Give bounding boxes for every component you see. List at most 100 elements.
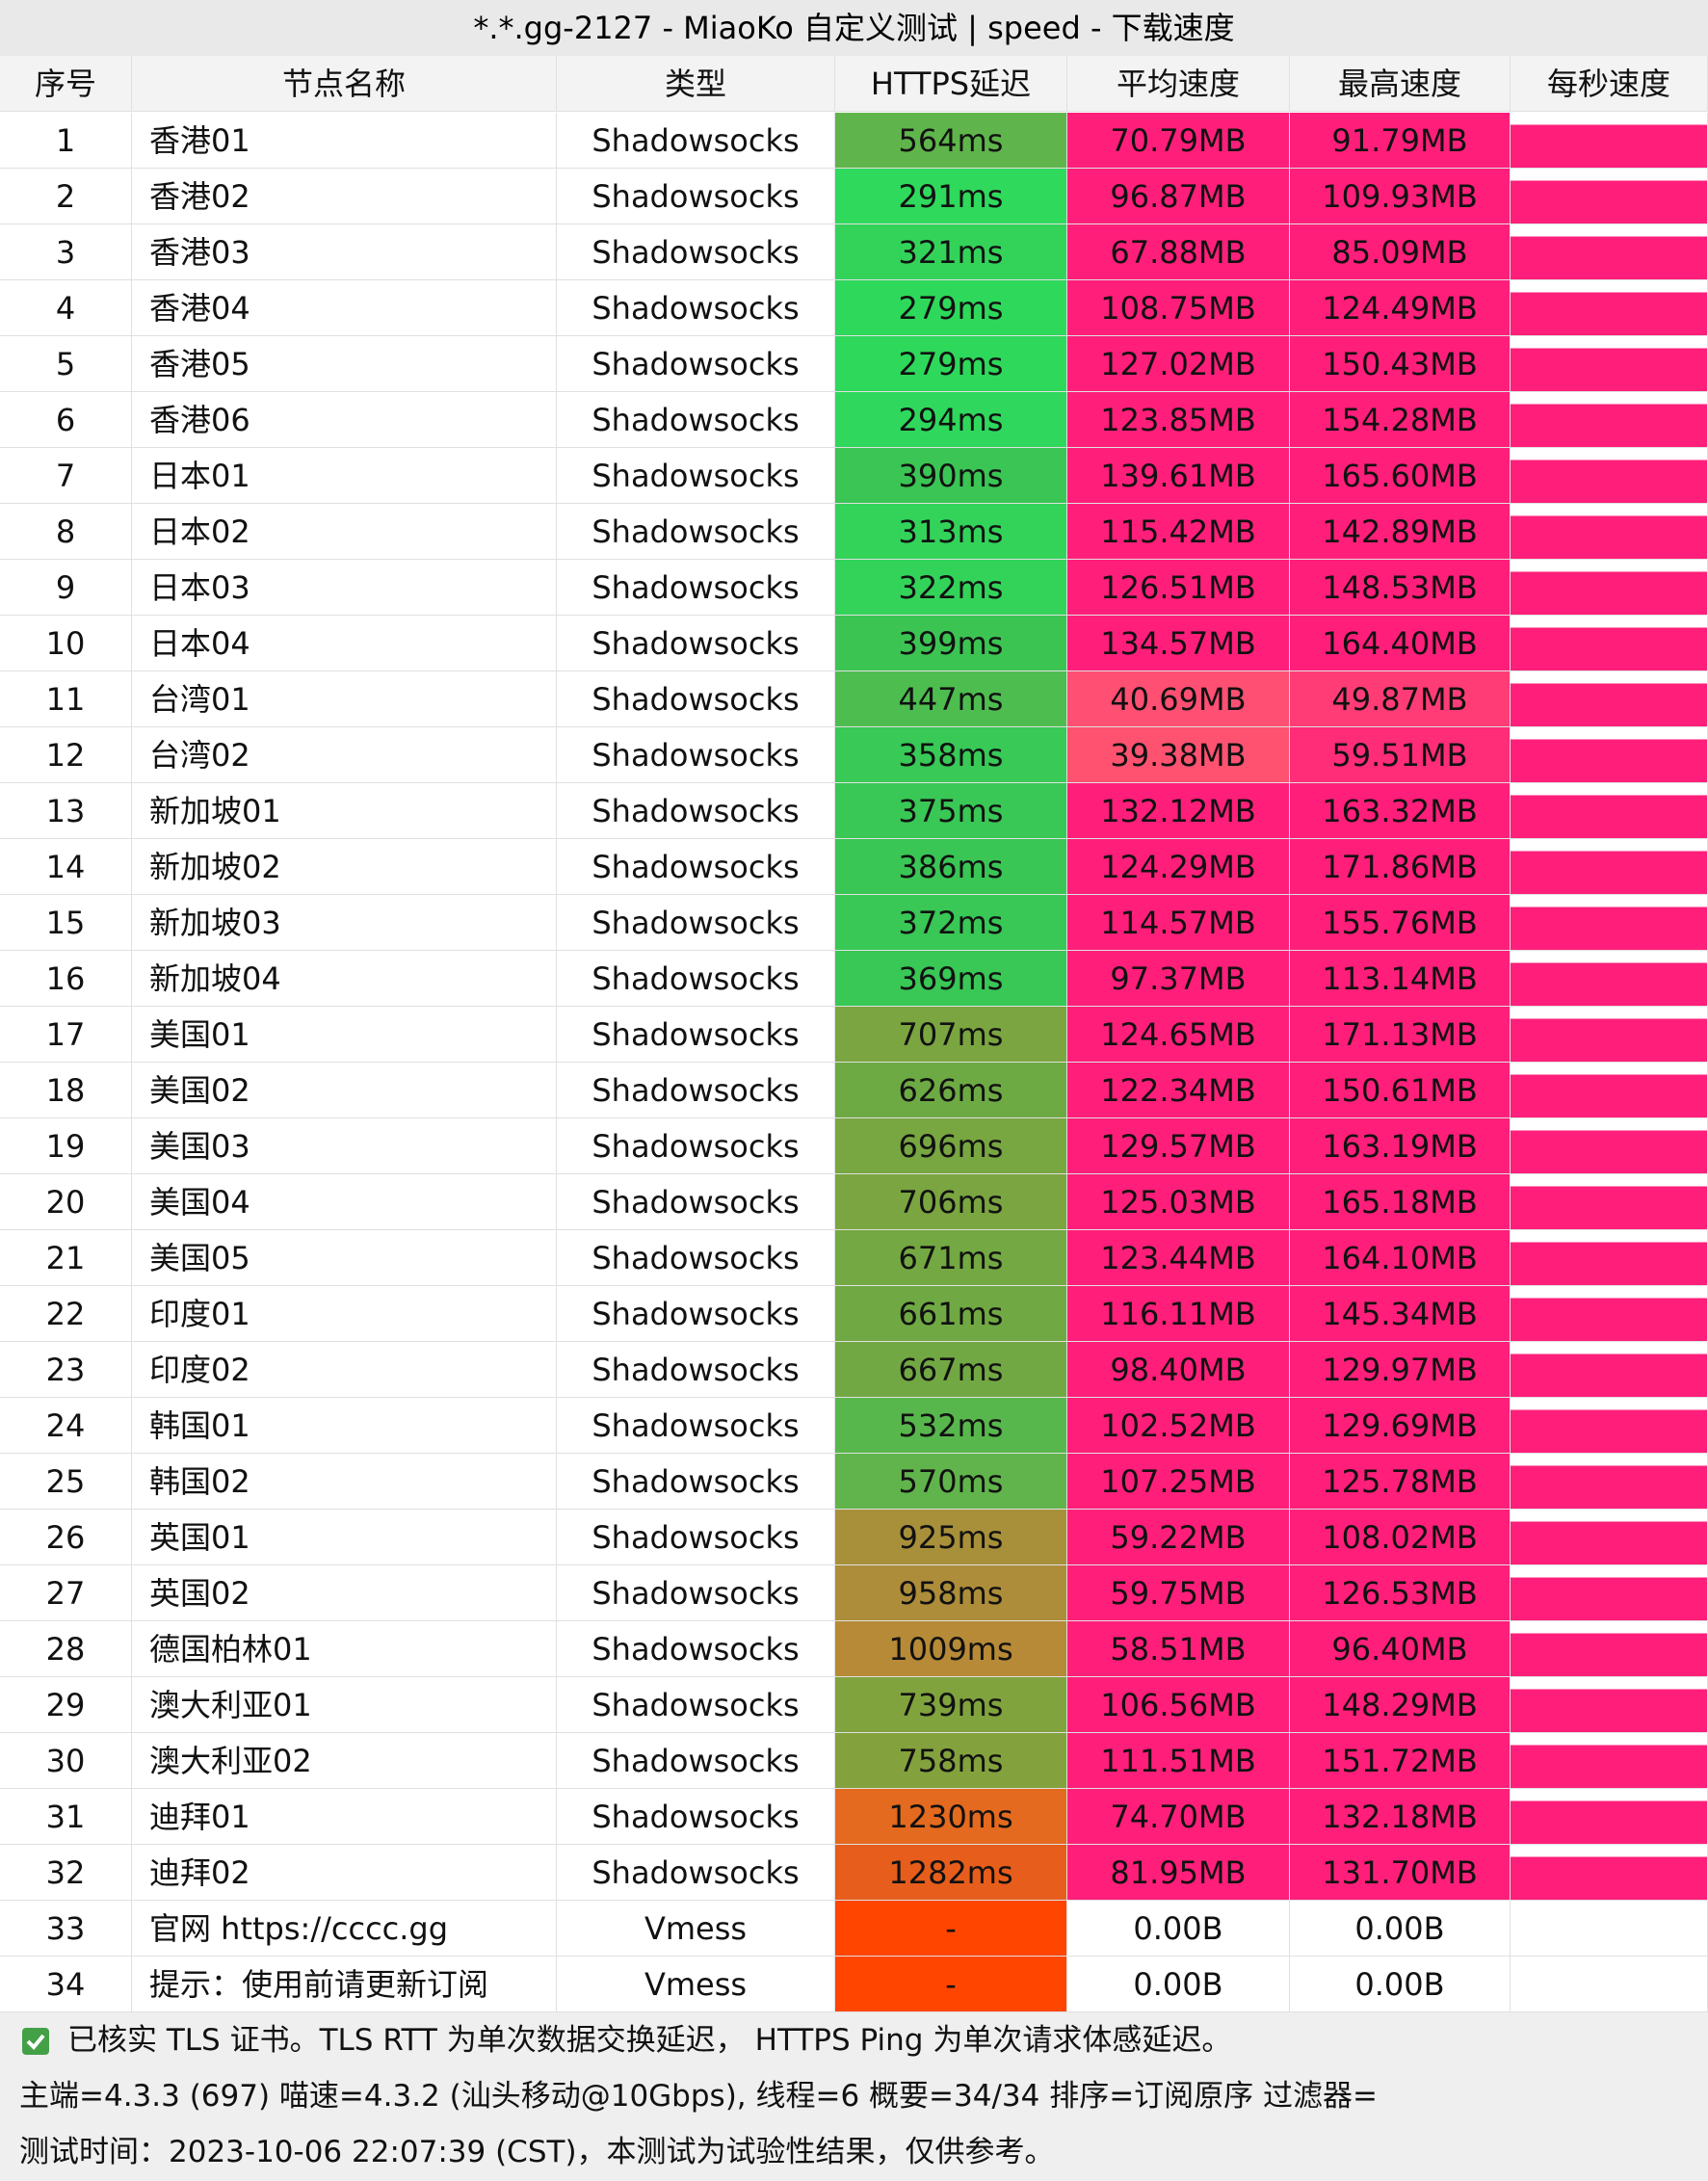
node-name: 印度02 <box>132 1342 557 1398</box>
index: 34 <box>0 1957 132 2012</box>
avg-speed: 102.52MB <box>1067 1398 1290 1454</box>
latency: 313ms <box>835 504 1067 560</box>
avg-speed: 58.51MB <box>1067 1621 1290 1677</box>
index: 8 <box>0 504 132 560</box>
node-name: 英国01 <box>132 1510 557 1565</box>
per-second <box>1511 783 1708 839</box>
type: Shadowsocks <box>557 1789 835 1845</box>
latency: 661ms <box>835 1286 1067 1342</box>
avg-speed: 127.02MB <box>1067 336 1290 392</box>
type: Shadowsocks <box>557 1621 835 1677</box>
avg-speed: 139.61MB <box>1067 448 1290 504</box>
index: 7 <box>0 448 132 504</box>
latency: 369ms <box>835 951 1067 1007</box>
max-speed: 0.00B <box>1290 1901 1511 1957</box>
type: Shadowsocks <box>557 951 835 1007</box>
node-name: 韩国02 <box>132 1454 557 1510</box>
per-second <box>1511 1565 1708 1621</box>
avg-speed: 124.65MB <box>1067 1007 1290 1063</box>
node-name: 日本01 <box>132 448 557 504</box>
avg-speed: 81.95MB <box>1067 1845 1290 1901</box>
avg-speed: 96.87MB <box>1067 169 1290 224</box>
per-second <box>1511 1398 1708 1454</box>
avg-speed: 116.11MB <box>1067 1286 1290 1342</box>
latency: 279ms <box>835 280 1067 336</box>
avg-speed: 0.00B <box>1067 1901 1290 1957</box>
type: Shadowsocks <box>557 727 835 783</box>
index: 21 <box>0 1230 132 1286</box>
max-speed: 163.32MB <box>1290 783 1511 839</box>
per-second <box>1511 1454 1708 1510</box>
node-name: 美国03 <box>132 1118 557 1174</box>
latency: - <box>835 1957 1067 2012</box>
latency: 321ms <box>835 224 1067 280</box>
type: Shadowsocks <box>557 1510 835 1565</box>
index: 24 <box>0 1398 132 1454</box>
type: Vmess <box>557 1901 835 1957</box>
node-name: 澳大利亚02 <box>132 1733 557 1789</box>
type: Shadowsocks <box>557 1118 835 1174</box>
max-speed: 171.13MB <box>1290 1007 1511 1063</box>
index: 33 <box>0 1901 132 1957</box>
index: 16 <box>0 951 132 1007</box>
footer-line: 测试时间：2023-10-06 22:07:39 (CST)，本测试为试验性结果… <box>19 2135 1055 2169</box>
index: 26 <box>0 1510 132 1565</box>
node-name: 新加坡04 <box>132 951 557 1007</box>
max-speed: 164.40MB <box>1290 616 1511 671</box>
index: 13 <box>0 783 132 839</box>
per-second <box>1511 727 1708 783</box>
per-second <box>1511 1901 1708 1957</box>
per-second <box>1511 336 1708 392</box>
latency: 1282ms <box>835 1845 1067 1901</box>
index: 30 <box>0 1733 132 1789</box>
latency: 279ms <box>835 336 1067 392</box>
node-name: 新加坡03 <box>132 895 557 951</box>
node-name: 新加坡01 <box>132 783 557 839</box>
max-speed: 164.10MB <box>1290 1230 1511 1286</box>
per-second <box>1511 1621 1708 1677</box>
node-name: 韩国01 <box>132 1398 557 1454</box>
latency: 696ms <box>835 1118 1067 1174</box>
latency: 375ms <box>835 783 1067 839</box>
index: 27 <box>0 1565 132 1621</box>
per-second <box>1511 895 1708 951</box>
latency: 626ms <box>835 1063 1067 1118</box>
per-second <box>1511 169 1708 224</box>
avg-speed: 67.88MB <box>1067 224 1290 280</box>
per-second <box>1511 113 1708 169</box>
index: 10 <box>0 616 132 671</box>
avg-speed: 0.00B <box>1067 1957 1290 2012</box>
max-speed: 150.43MB <box>1290 336 1511 392</box>
type: Shadowsocks <box>557 1230 835 1286</box>
type: Shadowsocks <box>557 1007 835 1063</box>
avg-speed: 115.42MB <box>1067 504 1290 560</box>
avg-speed: 98.40MB <box>1067 1342 1290 1398</box>
max-speed: 91.79MB <box>1290 113 1511 169</box>
max-speed: 85.09MB <box>1290 224 1511 280</box>
node-name: 迪拜01 <box>132 1789 557 1845</box>
avg-speed: 123.44MB <box>1067 1230 1290 1286</box>
per-second <box>1511 1789 1708 1845</box>
max-speed: 165.60MB <box>1290 448 1511 504</box>
type: Shadowsocks <box>557 560 835 616</box>
max-speed: 151.72MB <box>1290 1733 1511 1789</box>
max-speed: 129.69MB <box>1290 1398 1511 1454</box>
per-second <box>1511 1342 1708 1398</box>
max-speed: 109.93MB <box>1290 169 1511 224</box>
column-header: 最高速度 <box>1290 56 1511 112</box>
column-header: 平均速度 <box>1067 56 1290 112</box>
latency: 564ms <box>835 113 1067 169</box>
avg-speed: 70.79MB <box>1067 113 1290 169</box>
node-name: 德国柏林01 <box>132 1621 557 1677</box>
index: 20 <box>0 1174 132 1230</box>
max-speed: 163.19MB <box>1290 1118 1511 1174</box>
latency: 291ms <box>835 169 1067 224</box>
index: 15 <box>0 895 132 951</box>
max-speed: 0.00B <box>1290 1957 1511 2012</box>
index: 4 <box>0 280 132 336</box>
index: 29 <box>0 1677 132 1733</box>
node-name: 官网 https://cccc.gg <box>132 1901 557 1957</box>
footer-line: 已核实 TLS 证书。TLS RTT 为单次数据交换延迟， HTTPS Ping… <box>67 2023 1232 2058</box>
node-name: 香港01 <box>132 113 557 169</box>
avg-speed: 124.29MB <box>1067 839 1290 895</box>
